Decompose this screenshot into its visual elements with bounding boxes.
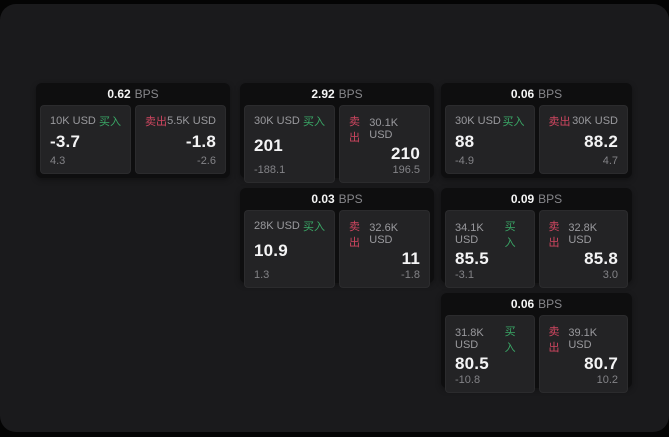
panel-row: 30K USD 买入 88 -4.9 卖出 30K USD 88.2 4.7 [445, 105, 628, 174]
sell-price: 80.7 [584, 354, 618, 373]
sell-panel[interactable]: 卖出 5.5K USD -1.8 -2.6 [135, 105, 226, 174]
quote-board: 0.62 BPS 10K USD 买入 -3.7 4.3 卖出 5.5K USD [0, 4, 669, 432]
buy-panel[interactable]: 30K USD 买入 88 -4.9 [445, 105, 535, 174]
sell-side-label: 卖出 [548, 116, 571, 128]
sell-change: 196.5 [392, 163, 420, 176]
quote-card: 2.92 BPS 30K USD 买入 201 -188.1 卖出 30.1K … [240, 83, 434, 183]
buy-amount: 34.1K USD [455, 222, 484, 246]
card-header: 0.09 BPS [445, 188, 628, 210]
sell-change: 10.2 [596, 373, 618, 386]
buy-change: -10.8 [455, 373, 481, 386]
sell-price: 11 [401, 249, 420, 268]
sell-change: -1.8 [401, 268, 420, 281]
sell-amount: 39.1K USD [568, 327, 598, 351]
buy-change: -188.1 [254, 163, 286, 176]
bps-value: 0.03 [311, 192, 335, 206]
sell-change: 3.0 [602, 268, 618, 281]
buy-side-label: 买入 [504, 221, 516, 249]
sell-price: 210 [391, 144, 420, 163]
buy-side-label: 买入 [504, 326, 516, 354]
sell-panel[interactable]: 卖出 30K USD 88.2 4.7 [538, 105, 628, 174]
sell-amount: 32.6K USD [369, 222, 399, 246]
quote-card: 0.03 BPS 28K USD 买入 10.9 1.3 卖出 32.6K US… [240, 188, 434, 288]
sell-change: -2.6 [197, 155, 216, 167]
sell-side-label: 卖出 [548, 221, 560, 249]
sell-panel[interactable]: 卖出 32.6K USD 11 -1.8 [339, 210, 430, 288]
sell-side-label: 卖出 [349, 116, 360, 144]
sell-price: -1.8 [185, 131, 216, 151]
card-header: 2.92 BPS [244, 83, 430, 105]
sell-amount: 30.1K USD [369, 117, 399, 141]
sell-amount: 32.8K USD [568, 222, 598, 246]
quote-card: 0.62 BPS 10K USD 买入 -3.7 4.3 卖出 5.5K USD [36, 83, 230, 178]
bps-value: 2.92 [311, 87, 335, 101]
sell-amount: 5.5K USD [167, 115, 216, 127]
card-header: 0.06 BPS [445, 83, 628, 105]
buy-price: 85.5 [455, 249, 489, 268]
bps-value: 0.62 [107, 87, 131, 101]
sell-panel[interactable]: 卖出 30.1K USD 210 196.5 [339, 105, 430, 183]
panel-row: 30K USD 买入 201 -188.1 卖出 30.1K USD 210 1… [244, 105, 430, 183]
panel-row: 34.1K USD 买入 85.5 -3.1 卖出 32.8K USD 85.8… [445, 210, 628, 288]
buy-amount: 10K USD [50, 115, 96, 127]
buy-price: 201 [254, 136, 283, 155]
sell-price: 88.2 [584, 131, 618, 151]
buy-amount: 30K USD [254, 115, 300, 127]
panel-row: 31.8K USD 买入 80.5 -10.8 卖出 39.1K USD 80.… [445, 315, 628, 393]
bps-value: 0.09 [510, 192, 535, 206]
bps-unit-label: BPS [134, 87, 159, 101]
buy-side-label: 买入 [303, 116, 325, 128]
buy-change: -3.1 [455, 268, 474, 281]
quote-card: 0.06 BPS 30K USD 买入 88 -4.9 卖出 30K USD [441, 83, 632, 178]
panel-row: 28K USD 买入 10.9 1.3 卖出 32.6K USD 11 -1.8 [244, 210, 430, 288]
buy-panel[interactable]: 34.1K USD 买入 85.5 -3.1 [445, 210, 535, 288]
card-header: 0.03 BPS [244, 188, 430, 210]
buy-change: -4.9 [455, 155, 474, 167]
card-header: 0.06 BPS [445, 293, 628, 315]
sell-amount: 30K USD [572, 115, 618, 127]
bps-unit-label: BPS [338, 192, 363, 206]
quote-card: 0.06 BPS 31.8K USD 买入 80.5 -10.8 卖出 39.1… [441, 293, 632, 393]
app-window: 0.62 BPS 10K USD 买入 -3.7 4.3 卖出 5.5K USD [0, 4, 669, 432]
buy-panel[interactable]: 31.8K USD 买入 80.5 -10.8 [445, 315, 535, 393]
buy-side-label: 买入 [99, 116, 121, 128]
buy-panel[interactable]: 28K USD 买入 10.9 1.3 [244, 210, 335, 288]
sell-change: 4.7 [602, 155, 618, 167]
buy-side-label: 买入 [303, 221, 325, 233]
buy-change: 4.3 [50, 155, 66, 167]
panel-row: 10K USD 买入 -3.7 4.3 卖出 5.5K USD -1.8 -2.… [40, 105, 226, 174]
bps-unit-label: BPS [338, 87, 363, 101]
card-header: 0.62 BPS [40, 83, 226, 105]
sell-price: 85.8 [584, 249, 618, 268]
sell-panel[interactable]: 卖出 39.1K USD 80.7 10.2 [538, 315, 628, 393]
sell-side-label: 卖出 [145, 116, 167, 128]
buy-price: -3.7 [50, 131, 81, 151]
bps-unit-label: BPS [538, 192, 563, 206]
bps-unit-label: BPS [538, 297, 563, 311]
sell-panel[interactable]: 卖出 32.8K USD 85.8 3.0 [538, 210, 628, 288]
buy-change: 1.3 [254, 268, 270, 281]
buy-amount: 28K USD [254, 220, 300, 232]
bps-value: 0.06 [510, 297, 535, 311]
buy-panel[interactable]: 10K USD 买入 -3.7 4.3 [40, 105, 131, 174]
buy-panel[interactable]: 30K USD 买入 201 -188.1 [244, 105, 335, 183]
buy-price: 88 [455, 131, 475, 151]
buy-price: 10.9 [254, 241, 288, 260]
buy-amount: 30K USD [455, 115, 501, 127]
sell-side-label: 卖出 [349, 221, 360, 249]
buy-side-label: 买入 [502, 116, 525, 128]
bps-unit-label: BPS [538, 87, 563, 101]
buy-amount: 31.8K USD [455, 327, 484, 351]
quote-card: 0.09 BPS 34.1K USD 买入 85.5 -3.1 卖出 32.8K… [441, 188, 632, 288]
sell-side-label: 卖出 [548, 326, 560, 354]
bps-value: 0.06 [510, 87, 535, 101]
buy-price: 80.5 [455, 354, 489, 373]
